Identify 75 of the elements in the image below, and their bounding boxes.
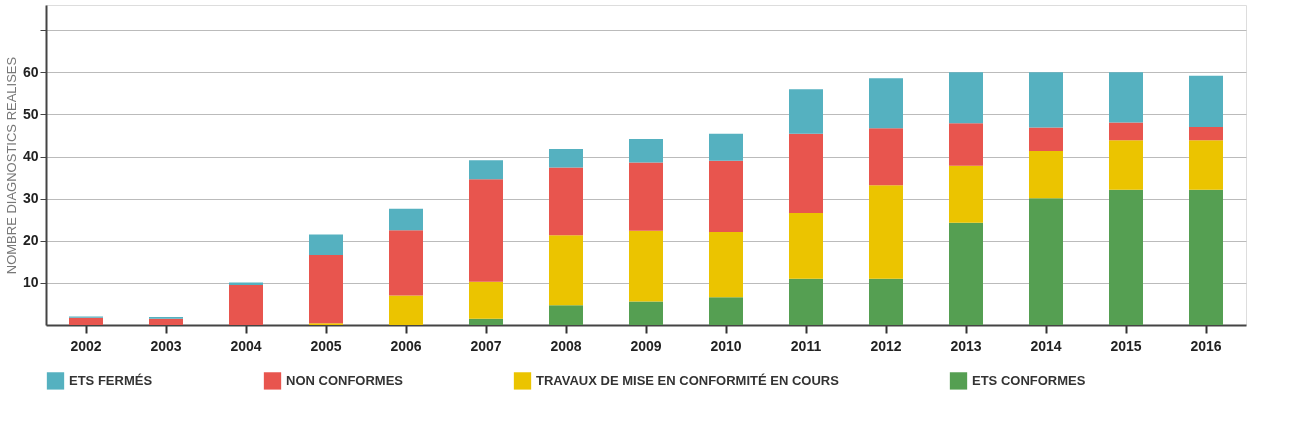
y-tick-label: 40 — [22, 148, 39, 165]
bar — [549, 235, 583, 306]
bar — [949, 72, 983, 124]
bar — [469, 179, 503, 282]
bar — [149, 318, 183, 325]
bar — [629, 301, 663, 325]
bar — [789, 278, 823, 325]
x-tick-label: 2007 — [470, 337, 502, 354]
y-tick-label: 10 — [22, 274, 39, 291]
bar — [469, 160, 503, 180]
bar — [949, 123, 983, 166]
bar — [949, 222, 983, 325]
bar — [549, 149, 583, 168]
x-tick-label: 2006 — [390, 337, 422, 354]
bar — [789, 89, 823, 134]
bar — [629, 138, 663, 163]
bar — [1109, 189, 1143, 325]
bar — [869, 278, 903, 325]
bar — [309, 255, 343, 324]
y-tick-label: 60 — [22, 63, 39, 80]
bar — [549, 305, 583, 325]
bar — [949, 165, 983, 223]
bar — [69, 317, 103, 325]
y-tick-label: 20 — [22, 232, 39, 249]
bar — [389, 208, 423, 231]
bar — [629, 162, 663, 231]
y-tick-label: 30 — [22, 190, 39, 207]
bar — [1109, 140, 1143, 190]
legend-label: TRAVAUX DE MISE EN CONFORMITÉ EN COURS — [536, 372, 840, 388]
bar — [469, 281, 503, 319]
x-tick-label: 2009 — [630, 337, 662, 354]
legend-label: ETS CONFORMES — [972, 372, 1086, 388]
bar — [789, 213, 823, 279]
x-tick-label: 2014 — [1030, 337, 1062, 354]
bar — [869, 128, 903, 186]
x-tick-label: 2004 — [230, 337, 262, 354]
x-tick-label: 2016 — [1190, 337, 1222, 354]
bar — [1029, 127, 1063, 152]
x-tick-label: 2005 — [310, 337, 342, 354]
bar — [869, 78, 903, 129]
bar — [469, 318, 503, 325]
bar — [1189, 140, 1223, 190]
bar — [1029, 198, 1063, 325]
bar — [1109, 122, 1143, 141]
bar — [229, 282, 263, 285]
x-tick-label: 2003 — [150, 337, 182, 354]
x-tick-label: 2011 — [790, 337, 822, 354]
bar — [309, 234, 343, 256]
bar — [709, 231, 743, 298]
bar — [709, 133, 743, 161]
bar — [229, 285, 263, 325]
x-tick-label: 2013 — [950, 337, 982, 354]
bar — [789, 133, 823, 213]
legend-label: NON CONFORMES — [286, 372, 404, 388]
x-tick-label: 2008 — [550, 337, 582, 354]
x-tick-label: 2012 — [870, 337, 902, 354]
bar — [1109, 72, 1143, 123]
bar — [549, 167, 583, 236]
bar — [1029, 151, 1063, 199]
y-tick-label: 50 — [22, 105, 39, 122]
x-tick-label: 2015 — [1110, 337, 1142, 354]
bar — [1029, 72, 1063, 128]
x-tick-label: 2010 — [710, 337, 742, 354]
bar — [869, 185, 903, 279]
bar — [1189, 75, 1223, 128]
legend-label: ETS FERMÉS — [69, 372, 153, 388]
bar — [389, 295, 423, 325]
bar — [709, 297, 743, 325]
y-axis-title: NOMBRE DIAGNOSTICS REALISES — [3, 56, 19, 275]
bar — [389, 230, 423, 296]
bar — [709, 160, 743, 232]
bar — [1189, 189, 1223, 325]
bar — [1189, 127, 1223, 141]
x-tick-label: 2002 — [70, 337, 102, 354]
bar — [629, 230, 663, 302]
